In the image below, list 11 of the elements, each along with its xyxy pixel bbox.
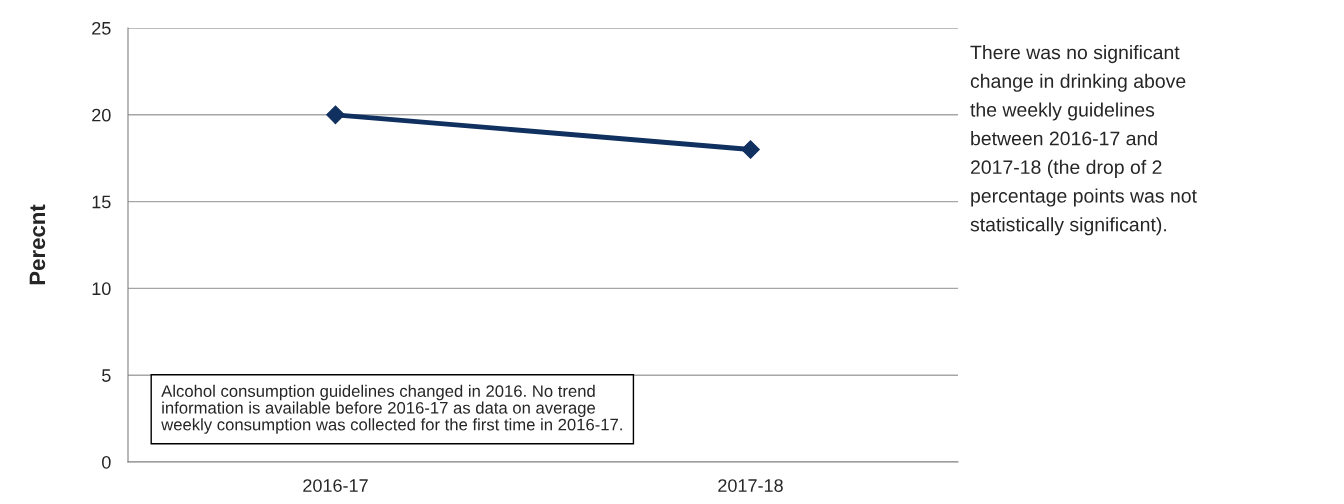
y-tick-label: 20 — [92, 108, 111, 122]
y-tick-label: 10 — [92, 282, 111, 296]
annotation: Alcohol consumption guidelines changed in 2016. No trend information is available before 2016-17 as data on average weekly consumption was collected for the first time in 2016-17. — [161, 384, 622, 434]
y-tick-label: 5 — [102, 369, 111, 382]
y-tick-label: 15 — [92, 195, 111, 209]
y-axis-title: Perecnt — [29, 204, 46, 285]
x-tick-label: 2016-17 — [303, 479, 368, 492]
y-tick-label: 0 — [102, 455, 111, 469]
text: There was no significant change in drinking above the weekly guidelines between 2016-17 and 2017-18 (the drop of 2 percentage points was not statistically significant). — [970, 45, 1197, 236]
x-tick-label: 2017-18 — [718, 479, 783, 492]
y-tick-label: 25 — [92, 21, 111, 35]
